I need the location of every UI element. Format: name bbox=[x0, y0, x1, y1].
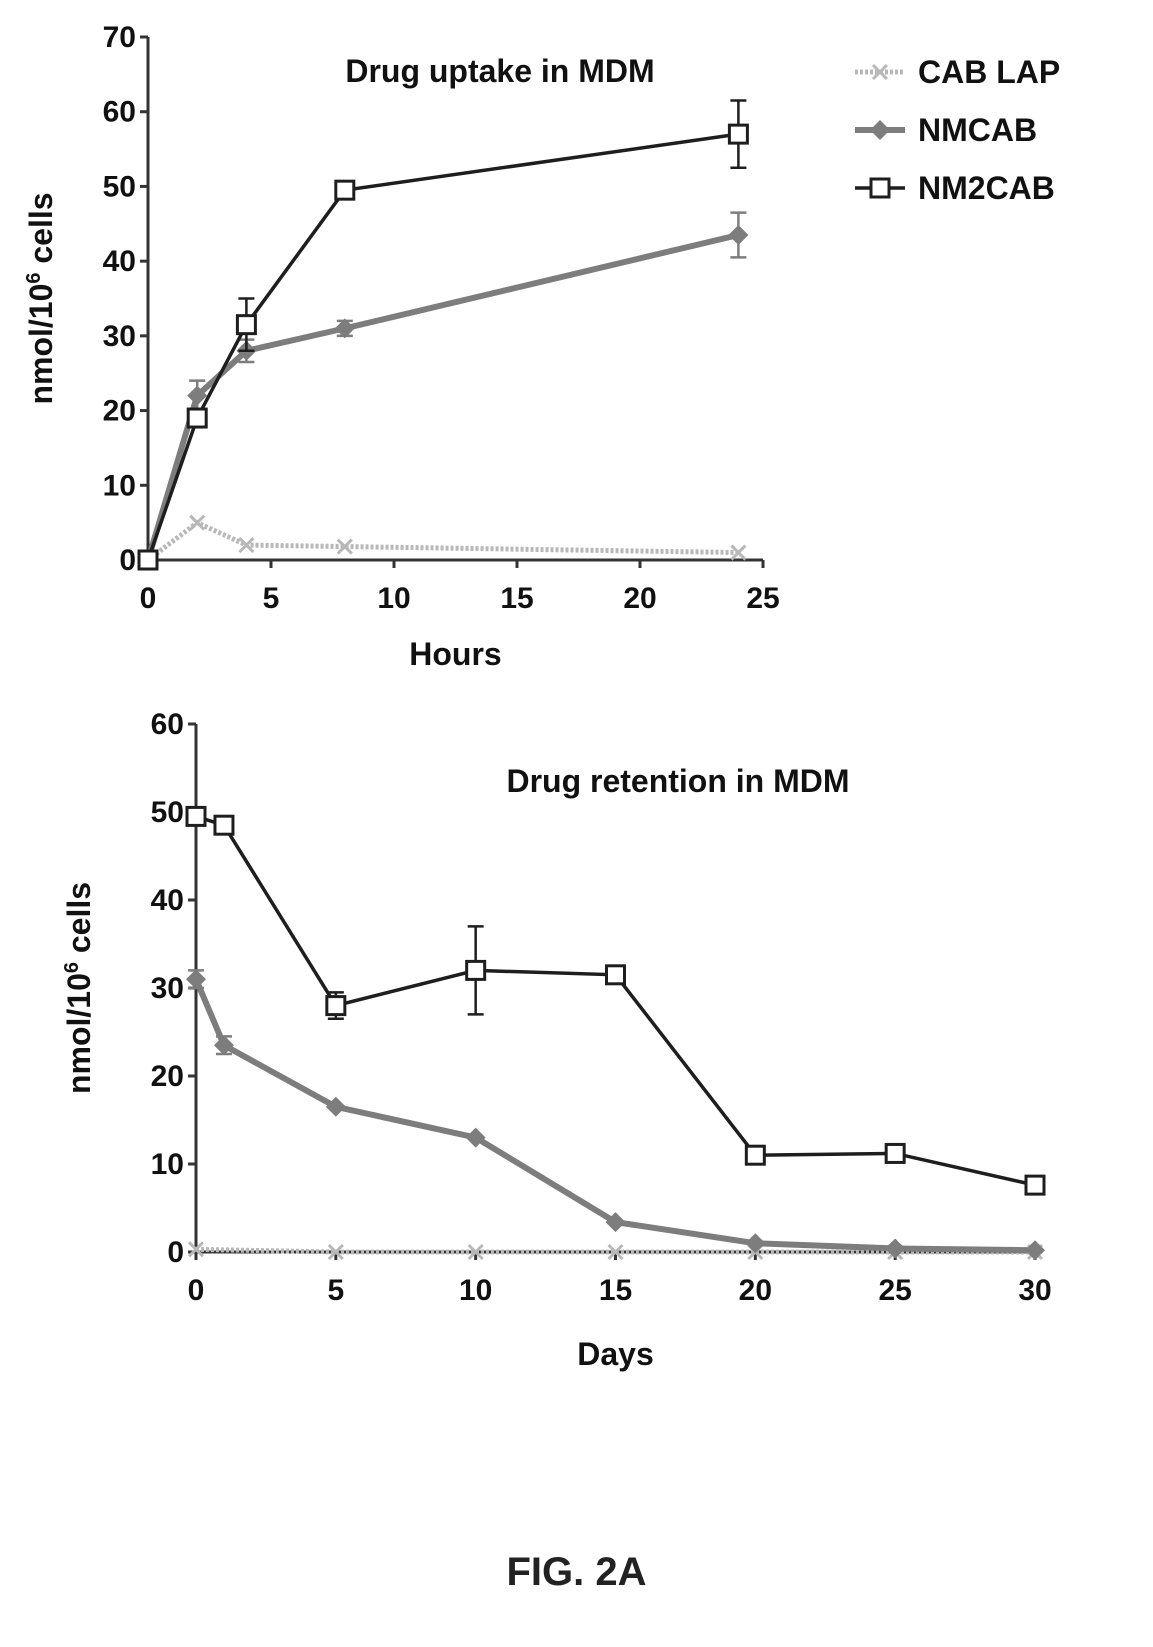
data-point bbox=[728, 224, 749, 245]
chart-title: Drug uptake in MDM bbox=[345, 53, 654, 89]
data-point bbox=[213, 1035, 234, 1056]
data-point bbox=[189, 514, 206, 531]
x-tick-label: 30 bbox=[1018, 1274, 1051, 1307]
y-axis-label: nmol/106 cells bbox=[61, 882, 97, 1094]
data-point bbox=[885, 1238, 906, 1259]
legend-label: NMCAB bbox=[918, 112, 1037, 148]
series-line bbox=[195, 814, 1036, 1187]
series-nmcab bbox=[186, 969, 1045, 1261]
x-tick-label: 20 bbox=[623, 582, 656, 615]
data-point bbox=[185, 805, 207, 827]
y-tick-label: 10 bbox=[151, 1148, 184, 1181]
data-point bbox=[325, 995, 347, 1017]
x-axis-label: Days bbox=[577, 1336, 654, 1372]
data-point bbox=[1025, 1240, 1045, 1261]
chart-title: Drug retention in MDM bbox=[506, 763, 849, 799]
data-point bbox=[325, 1096, 346, 1117]
data-point bbox=[334, 179, 356, 201]
y-tick-label: 30 bbox=[103, 320, 136, 353]
data-point bbox=[327, 1243, 344, 1261]
data-point bbox=[467, 1243, 484, 1261]
x-tick-label: 10 bbox=[459, 1274, 492, 1307]
data-point bbox=[884, 1142, 906, 1164]
y-tick-label: 60 bbox=[151, 708, 184, 741]
y-tick-label: 20 bbox=[151, 1060, 184, 1093]
y-axis-label: nmol/106 cells bbox=[23, 192, 59, 404]
data-point bbox=[730, 544, 747, 561]
y-tick-label: 40 bbox=[103, 245, 136, 278]
legend-label: CAB LAP bbox=[918, 54, 1060, 90]
legend-item: NMCAB bbox=[855, 112, 1037, 148]
x-tick-label: 5 bbox=[327, 1274, 344, 1307]
chart-1: 0 10 20 30 40 50 60 70 0 5 10 15 20 25 Drug uptake in … bbox=[23, 21, 1060, 672]
figure-label: FIG. 2A bbox=[506, 1550, 647, 1594]
x-axis-label: Hours bbox=[409, 636, 501, 672]
x-tick-label: 0 bbox=[140, 582, 157, 615]
data-point bbox=[727, 123, 749, 145]
data-point bbox=[607, 1243, 624, 1261]
data-point bbox=[605, 1212, 626, 1233]
data-point bbox=[137, 549, 159, 571]
x-tick-label: 0 bbox=[188, 1274, 205, 1307]
legend: CAB LAP NMCAB NM2CAB bbox=[855, 54, 1060, 206]
data-point bbox=[1024, 1174, 1046, 1196]
legend-label: NM2CAB bbox=[918, 170, 1055, 206]
data-point bbox=[238, 536, 255, 554]
data-point bbox=[187, 1241, 205, 1258]
x-tick-label: 5 bbox=[263, 582, 280, 615]
y-tick-label: 40 bbox=[151, 884, 184, 917]
series-line bbox=[146, 519, 739, 562]
x-tick-label: 15 bbox=[500, 582, 533, 615]
series-line bbox=[193, 978, 1036, 1254]
data-point bbox=[235, 314, 257, 336]
data-point bbox=[336, 538, 353, 555]
series-line bbox=[146, 132, 739, 561]
legend-item: CAB LAP bbox=[855, 54, 1060, 90]
legend-item: NM2CAB bbox=[855, 170, 1055, 206]
data-point bbox=[745, 1233, 766, 1254]
data-point bbox=[187, 385, 208, 406]
series-line bbox=[145, 232, 740, 561]
x-tick-label: 25 bbox=[746, 582, 779, 615]
data-point bbox=[744, 1144, 766, 1166]
y-tick-label: 50 bbox=[151, 796, 184, 829]
x-tick-label: 25 bbox=[878, 1274, 911, 1307]
data-point bbox=[186, 407, 208, 429]
y-tick-label: 0 bbox=[119, 544, 136, 577]
data-point bbox=[869, 177, 891, 199]
y-tick-label: 20 bbox=[103, 395, 136, 428]
y-tick-label: 50 bbox=[103, 170, 136, 203]
y-tick-label: 0 bbox=[167, 1236, 184, 1269]
data-point bbox=[465, 1127, 486, 1148]
y-tick-label: 30 bbox=[151, 972, 184, 1005]
data-point bbox=[213, 814, 235, 836]
chart-2: 0 10 20 30 40 50 60 0 5 10 15 20 25 30 Drug retention … bbox=[61, 708, 1052, 1372]
data-point bbox=[334, 318, 355, 339]
y-tick-label: 60 bbox=[103, 96, 136, 129]
y-tick-label: 10 bbox=[103, 469, 136, 502]
x-tick-label: 10 bbox=[377, 582, 410, 615]
data-point bbox=[465, 959, 487, 981]
y-tick-label: 70 bbox=[103, 21, 136, 54]
series-nmcab bbox=[138, 211, 749, 570]
x-tick-label: 15 bbox=[599, 1274, 632, 1307]
x-tick-label: 20 bbox=[739, 1274, 772, 1307]
data-point bbox=[605, 964, 626, 986]
data-point bbox=[871, 63, 889, 81]
data-point bbox=[870, 120, 890, 140]
series-nm2cab bbox=[137, 99, 749, 571]
series-nm2cab bbox=[185, 805, 1046, 1196]
data-point bbox=[186, 969, 206, 990]
